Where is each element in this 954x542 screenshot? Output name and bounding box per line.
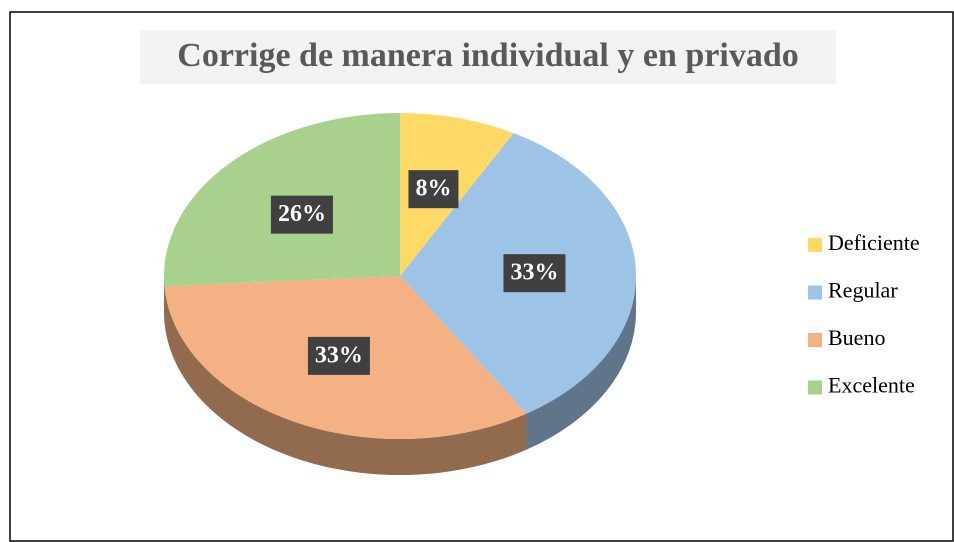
slice-side-shade: [526, 276, 636, 450]
data-label-box: [270, 195, 333, 234]
legend-swatch: [808, 285, 822, 300]
legend-swatch: [808, 333, 822, 347]
legend-label: Bueno: [828, 325, 885, 350]
data-label-box: [307, 336, 370, 375]
slice-side-shade: [164, 286, 527, 475]
data-label-box: [503, 254, 566, 293]
chart-title: Corrige de manera individual y en privad…: [177, 37, 798, 74]
data-label-box: [408, 170, 459, 209]
slice-side: [526, 276, 636, 450]
data-label: 33%: [510, 260, 558, 286]
data-label: 26%: [278, 201, 326, 227]
data-label-group: 33%: [503, 254, 566, 293]
data-label-group: 8%: [408, 170, 459, 209]
title-background: [140, 30, 836, 84]
data-label-group: 33%: [307, 336, 370, 375]
legend-label: Excelente: [828, 373, 915, 398]
data-label: 8%: [415, 176, 451, 202]
legend-swatch: [808, 238, 822, 252]
legend-label: Deficiente: [828, 230, 920, 255]
data-label: 33%: [315, 342, 363, 368]
legend-swatch: [808, 380, 822, 395]
legend-label: Regular: [828, 278, 898, 303]
slice-side: [164, 286, 527, 475]
data-label-group: 26%: [270, 195, 333, 234]
